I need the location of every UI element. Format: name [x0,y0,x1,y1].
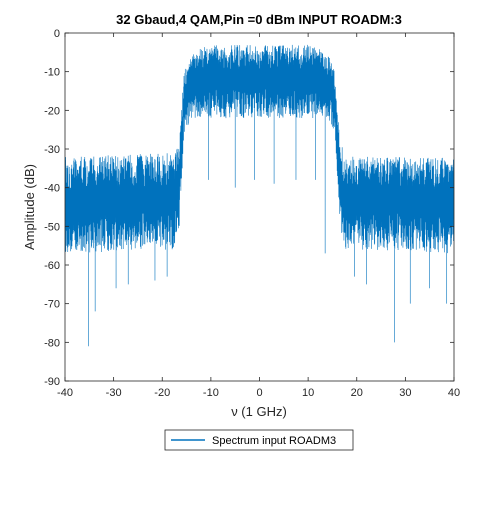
y-tick-label: -40 [44,183,60,195]
x-tick-label: 20 [351,387,363,399]
series-line-spectrum-input-roadm3 [65,44,454,347]
ticks-layer: -40 -30 -20 -10 0 10 20 30 40 0 -10 -20 -30 -40 -50 -60… [44,28,460,399]
legend-box [164,429,354,451]
y-tick-label: -70 [44,299,60,311]
legend-entry-spectrum: Spectrum input ROADM3 [212,435,336,447]
y-tick-label: -10 [44,67,60,79]
y-tick-label: 0 [54,28,60,40]
legend: Spectrum input ROADM3 [164,429,354,451]
y-tick-label: -90 [44,376,60,388]
x-tick-label: -30 [106,387,122,399]
x-tick-label: 0 [256,387,262,399]
x-tick-label: -20 [154,387,170,399]
x-tick-label: -40 [57,387,73,399]
x-tick-label: -10 [203,387,219,399]
y-tick-label: -50 [44,221,60,233]
x-tick-label: 40 [448,387,460,399]
y-tick-label: -80 [44,337,60,349]
y-tick-label: -20 [44,105,60,117]
x-axis-label: ν (1 GHz) [231,404,287,419]
y-tick-label: -60 [44,260,60,272]
chart-title: 32 Gbaud,4 QAM,Pin =0 dBm INPUT ROADM:3 [116,12,402,27]
x-tick-label: 10 [302,387,314,399]
x-tick-label: 30 [399,387,411,399]
y-tick-label: -30 [44,144,60,156]
y-axis-label: Amplitude (dB) [22,164,37,250]
series-layer [65,44,454,347]
